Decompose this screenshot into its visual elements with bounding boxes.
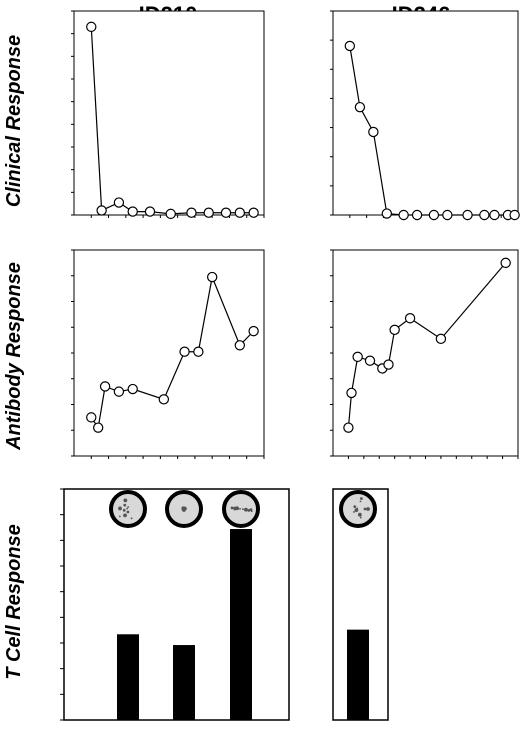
data-point [383, 359, 394, 370]
row-label-antibody: Antibody Response [3, 262, 25, 451]
plot-frame [332, 10, 519, 216]
elispot-spot [366, 507, 370, 511]
elispot-spot [230, 506, 234, 510]
data-point [352, 351, 363, 363]
elispot-spot [247, 508, 251, 512]
bar [347, 629, 369, 720]
row-label-tcell: T Cell Response [3, 524, 25, 680]
bar [230, 529, 252, 720]
data-point [364, 355, 376, 366]
data-point [127, 206, 138, 217]
data-point [344, 40, 356, 52]
elispot-spot [126, 507, 129, 510]
row-label-clinical: Clinical Response [3, 35, 25, 207]
data-point [186, 207, 197, 218]
elispot-spot [250, 510, 253, 513]
data-point [92, 422, 104, 433]
data-point [398, 209, 409, 221]
elispot-spot [363, 507, 367, 511]
data-point [86, 21, 97, 33]
elispot-spot [353, 511, 355, 513]
elispot-spot [235, 506, 239, 511]
data-point [234, 207, 246, 218]
data-point [165, 208, 176, 220]
data-point [435, 333, 447, 345]
data-point [346, 387, 357, 399]
elispot-spot [359, 516, 362, 519]
elispot-spot [130, 517, 133, 520]
data-point [509, 209, 520, 221]
data-point [368, 126, 379, 138]
data-point [158, 394, 170, 405]
elispot-spot [353, 505, 357, 509]
tcell-id246-chart [332, 488, 389, 721]
data-point [411, 209, 423, 221]
antibody-id246-chart [330, 249, 519, 459]
data-point [462, 209, 473, 221]
elispot-spot [126, 510, 130, 514]
data-point [127, 383, 138, 395]
bar [117, 634, 139, 720]
elispot-spot [123, 503, 127, 507]
elispot-spot [354, 508, 359, 513]
elispot-spot [242, 508, 244, 511]
bar [173, 645, 195, 720]
data-point [248, 207, 259, 218]
elispot-spot [239, 507, 241, 510]
elispot-spot [357, 512, 362, 517]
data-point [500, 257, 511, 269]
data-point [113, 197, 125, 208]
data-point [179, 346, 190, 357]
elispot-spot [118, 515, 121, 518]
data-point [354, 101, 366, 113]
elispot-spot [123, 513, 127, 518]
data-point [479, 209, 490, 221]
data-point [381, 208, 393, 219]
elispot-spot [123, 498, 128, 503]
data-point [220, 207, 232, 218]
data-point [428, 209, 440, 221]
elispot-spot [118, 506, 122, 511]
data-point [343, 422, 354, 433]
elispot-spot [181, 506, 186, 511]
data-point [248, 325, 259, 337]
data-point [404, 313, 416, 324]
clinical-id210-chart [71, 10, 265, 220]
plot-frame [73, 10, 265, 216]
data-point [442, 209, 453, 221]
elispot-well-image [222, 490, 260, 528]
elispot-spot [182, 508, 185, 511]
elispot-spot [122, 508, 126, 512]
elispot-spot [244, 507, 248, 512]
elispot-spot [359, 497, 363, 500]
data-point [113, 386, 125, 397]
elispot-spot [127, 506, 130, 508]
data-point [203, 207, 214, 218]
data-point [144, 206, 156, 217]
antibody-id210-chart [71, 249, 265, 459]
data-point [193, 346, 204, 357]
data-point [389, 324, 400, 336]
data-point [489, 209, 500, 221]
data-point [234, 340, 246, 351]
data-point [86, 412, 97, 423]
elispot-spot [359, 500, 362, 503]
tcell-id210-chart [60, 488, 290, 721]
data-point [206, 271, 218, 283]
data-point [96, 205, 107, 216]
elispot-well-image [339, 490, 377, 528]
clinical-id246-chart [330, 10, 520, 221]
plot-frame [73, 249, 265, 457]
data-point [99, 381, 111, 392]
elispot-well-image [109, 490, 147, 528]
